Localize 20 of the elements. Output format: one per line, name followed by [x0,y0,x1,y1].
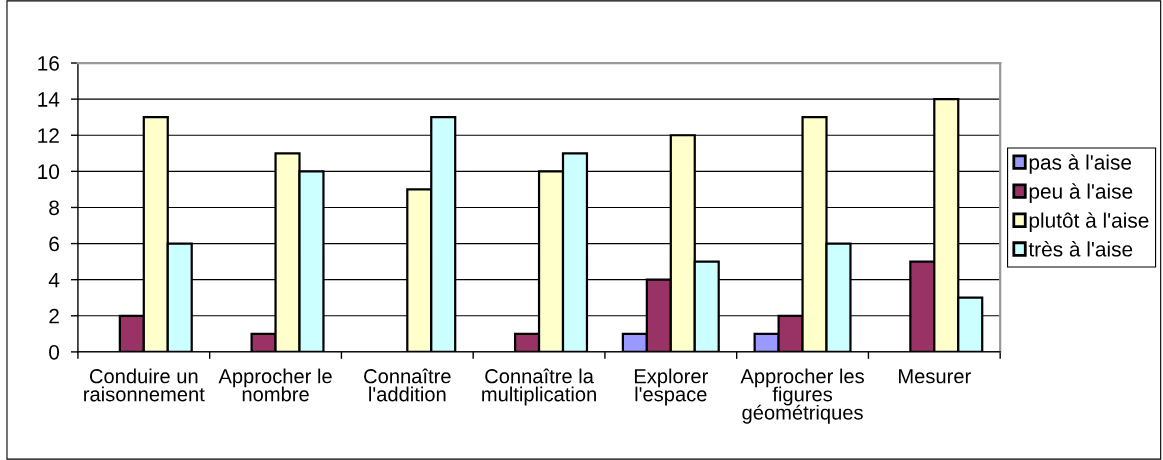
legend-label: peu à l'aise [1029,183,1133,203]
x-tick-label: Connaître la multiplication [482,368,596,406]
x-tick-label: Mesurer [899,369,971,384]
x-tick-label: Connaître l'addition [364,368,451,402]
y-tick-label: 6 [49,236,59,252]
x-tick-label: Conduire un raisonnement [84,368,205,402]
legend-label: très à l'aise [1028,241,1133,257]
y-tick-label: 2 [49,308,59,324]
legend-label: plutôt à l'aise [1029,212,1149,232]
y-tick-label: 0 [49,344,60,360]
y-tick-label: 14 [38,92,60,107]
y-tick-label: 12 [38,128,59,143]
x-tick-label: Approcher les figures géométriques [740,368,864,424]
y-tick-label: 8 [49,200,59,216]
y-tick-label: 16 [38,56,59,71]
y-tick-label: 10 [38,164,60,180]
legend-label: pas à l'aise [1029,154,1132,174]
x-tick-label: Explorer l'espace [634,368,708,406]
x-tick-label: Approcher le nombre [218,368,332,402]
y-tick-label: 4 [48,272,60,288]
